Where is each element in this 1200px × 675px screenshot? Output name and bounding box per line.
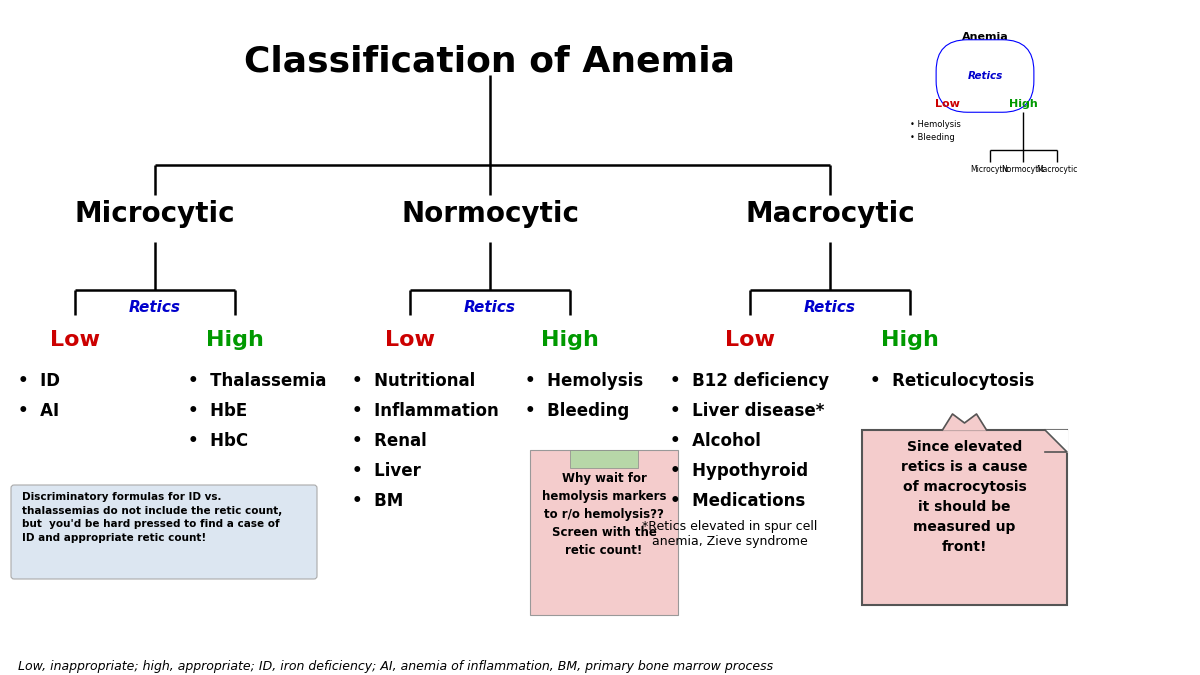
- Text: Since elevated
retics is a cause
of macrocytosis
it should be
measured up
front!: Since elevated retics is a cause of macr…: [901, 440, 1027, 554]
- Text: Microcytic: Microcytic: [971, 165, 1009, 174]
- Polygon shape: [1045, 430, 1067, 452]
- Text: High: High: [206, 330, 264, 350]
- Text: •  B12 deficiency: • B12 deficiency: [670, 372, 829, 390]
- Text: Low: Low: [725, 330, 775, 350]
- Text: Retics: Retics: [804, 300, 856, 315]
- Text: Retics: Retics: [130, 300, 181, 315]
- FancyBboxPatch shape: [570, 450, 638, 468]
- Text: •  Liver disease*: • Liver disease*: [670, 402, 824, 420]
- Text: •  Thalassemia: • Thalassemia: [188, 372, 326, 390]
- Text: •  Bleeding: • Bleeding: [526, 402, 629, 420]
- Text: Anemia: Anemia: [961, 32, 1008, 42]
- Text: •  AI: • AI: [18, 402, 59, 420]
- Text: •  ID: • ID: [18, 372, 60, 390]
- Text: Macrocytic: Macrocytic: [1037, 165, 1078, 174]
- Polygon shape: [942, 414, 986, 430]
- Text: •  Liver: • Liver: [352, 462, 421, 480]
- FancyBboxPatch shape: [11, 485, 317, 579]
- Text: Low: Low: [385, 330, 436, 350]
- Text: •  Inflammation: • Inflammation: [352, 402, 499, 420]
- Text: *Retics elevated in spur cell
anemia, Zieve syndrome: *Retics elevated in spur cell anemia, Zi…: [642, 520, 817, 548]
- Text: •  Reticulocytosis: • Reticulocytosis: [870, 372, 1034, 390]
- Text: • Bleeding: • Bleeding: [910, 133, 955, 142]
- Text: Low, inappropriate; high, appropriate; ID, iron deficiency; AI, anemia of inflam: Low, inappropriate; high, appropriate; I…: [18, 660, 773, 673]
- Text: High: High: [541, 330, 599, 350]
- Text: Normocytic: Normocytic: [1001, 165, 1045, 174]
- FancyBboxPatch shape: [530, 450, 678, 615]
- Text: Macrocytic: Macrocytic: [745, 200, 914, 228]
- Text: Discriminatory formulas for ID vs.
thalassemias do not include the retic count,
: Discriminatory formulas for ID vs. thala…: [22, 492, 282, 543]
- FancyBboxPatch shape: [862, 430, 1067, 605]
- Text: Why wait for
hemolysis markers
to r/o hemolysis??
Screen with the
retic count!: Why wait for hemolysis markers to r/o he…: [541, 472, 666, 557]
- Text: •  HbC: • HbC: [188, 432, 248, 450]
- Text: •  Hemolysis: • Hemolysis: [526, 372, 643, 390]
- Text: •  BM: • BM: [352, 492, 403, 510]
- Text: • Hemolysis: • Hemolysis: [910, 120, 961, 129]
- Text: Classification of Anemia: Classification of Anemia: [245, 45, 736, 79]
- Text: High: High: [1009, 99, 1037, 109]
- Text: •  Nutritional: • Nutritional: [352, 372, 475, 390]
- Text: •  HbE: • HbE: [188, 402, 247, 420]
- Text: High: High: [881, 330, 938, 350]
- Text: Microcytic: Microcytic: [74, 200, 235, 228]
- Text: •  Renal: • Renal: [352, 432, 427, 450]
- Text: Retics: Retics: [464, 300, 516, 315]
- Text: •  Alcohol: • Alcohol: [670, 432, 761, 450]
- Text: Low: Low: [50, 330, 100, 350]
- Text: •  Medications: • Medications: [670, 492, 805, 510]
- Text: Retics: Retics: [967, 71, 1003, 81]
- Text: Normocytic: Normocytic: [401, 200, 580, 228]
- Text: •  Hypothyroid: • Hypothyroid: [670, 462, 808, 480]
- Text: Low: Low: [935, 99, 960, 109]
